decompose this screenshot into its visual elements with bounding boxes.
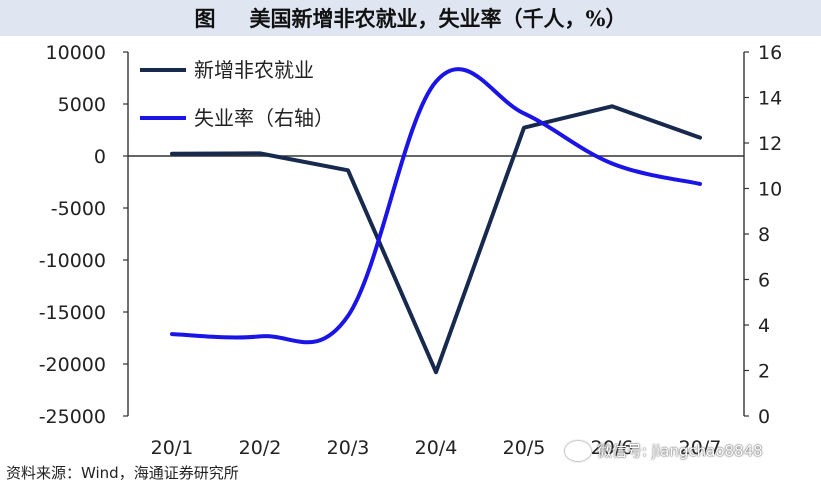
x-tick-label: 20/6 (591, 437, 634, 459)
figure-title-bar: 图 美国新增非农就业，失业率（千人，%） (0, 0, 821, 36)
legend-label: 失业率（右轴） (194, 106, 334, 130)
left-tick-label: -5000 (51, 198, 106, 220)
right-tick-label: 16 (758, 42, 782, 64)
left-tick-label: -20000 (39, 354, 106, 376)
x-tick-label: 20/1 (151, 437, 194, 459)
watermark: 微信号: jiangchao8848 (565, 440, 763, 461)
left-tick-label: 0 (94, 146, 106, 168)
left-tick-label: 10000 (46, 42, 106, 64)
wechat-icon (565, 440, 591, 461)
figure-label: 图 (194, 6, 216, 31)
right-tick-label: 14 (758, 88, 782, 110)
chart-title: 美国新增非农就业，失业率（千人，%） (249, 6, 627, 31)
left-tick-label: 5000 (58, 94, 106, 116)
legend-label: 新增非农就业 (194, 58, 314, 82)
x-tick-label: 20/2 (239, 437, 282, 459)
x-tick-label: 20/7 (679, 437, 722, 459)
right-tick-label: 2 (758, 361, 770, 383)
right-tick-label: 10 (758, 179, 782, 201)
right-tick-label: 4 (758, 315, 770, 337)
chart-plot-area: 10000 5000 0 -5000 -10000 -15000 -20000 -25000 1… (39, 42, 783, 459)
left-tick-label: -10000 (39, 250, 106, 272)
nonfarm-payrolls-line (170, 104, 702, 375)
left-tick-label: -25000 (39, 406, 106, 428)
unemployment-rate-line (170, 67, 702, 345)
x-tick-label: 20/4 (415, 437, 458, 459)
right-tick-label: 6 (758, 270, 770, 292)
x-tick-label: 20/5 (503, 437, 546, 459)
right-tick-label: 0 (758, 406, 770, 428)
x-tick-label: 20/3 (327, 437, 370, 459)
watermark-text: 微信号: jiangchao8848 (597, 442, 763, 460)
left-tick-label: -15000 (39, 302, 106, 324)
right-tick-label: 8 (758, 224, 770, 246)
right-tick-label: 12 (758, 133, 782, 155)
source-note: 资料来源：Wind，海通证券研究所 (6, 464, 239, 482)
